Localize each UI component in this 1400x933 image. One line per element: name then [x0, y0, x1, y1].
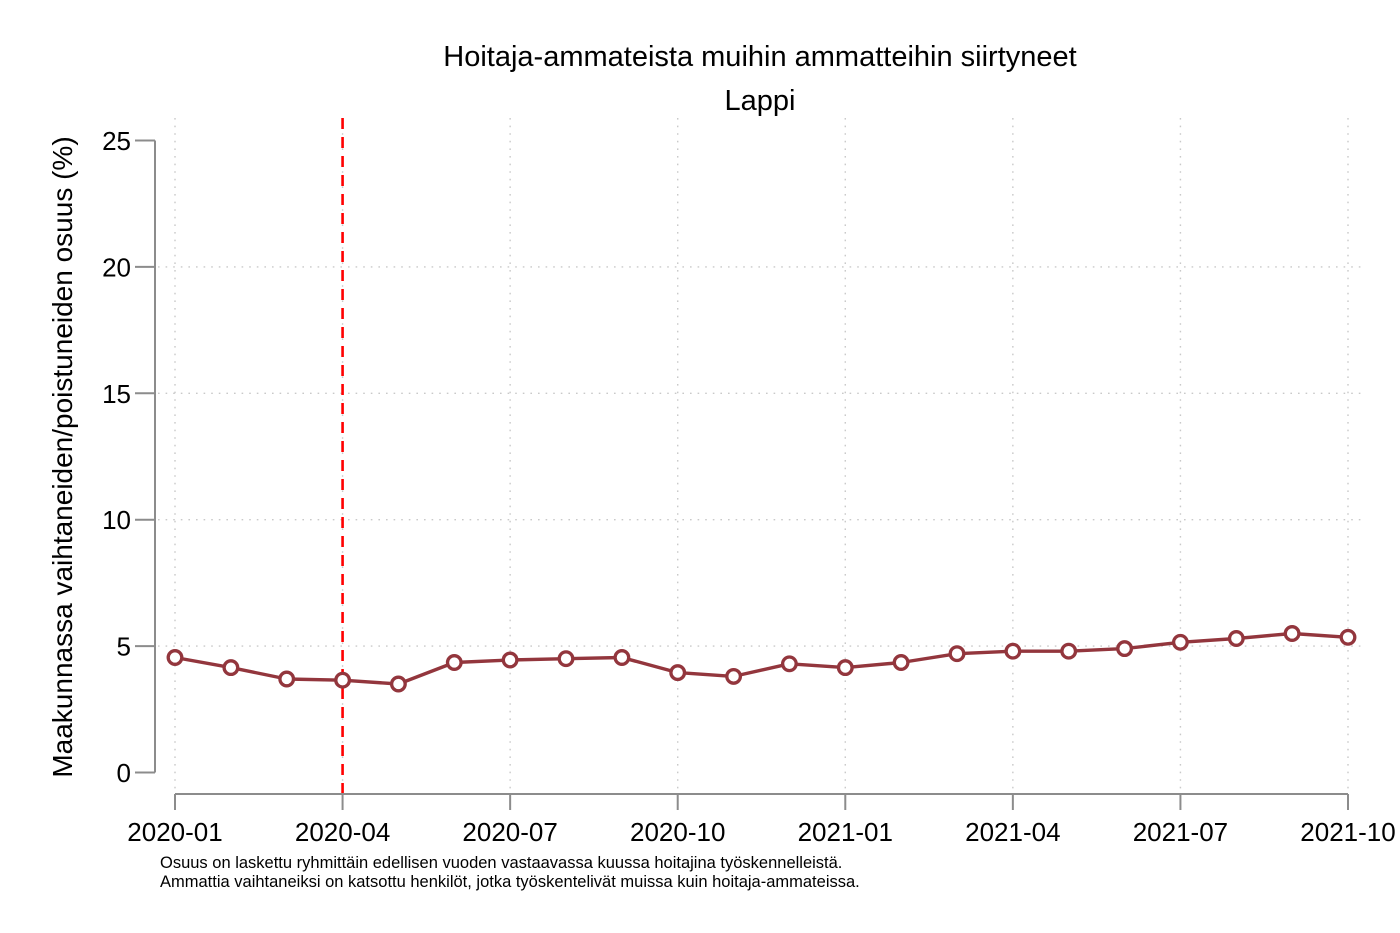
x-tick-label: 2020-01: [127, 817, 222, 847]
data-point-marker: [613, 649, 631, 666]
axes-layer: [135, 139, 1349, 810]
data-point-marker: [780, 655, 798, 673]
data-point-marker: [1283, 625, 1301, 642]
tick-labels-layer: 0 5 10 15 20 25 2020-01 2020-04 2020-07 2020-10 20…: [102, 126, 1396, 847]
y-tick-label: 25: [102, 126, 131, 156]
data-point-marker: [445, 654, 463, 671]
x-tick-label: 2020-07: [462, 817, 557, 847]
data-point-marker: [1060, 642, 1078, 660]
y-tick-label: 20: [102, 252, 131, 282]
y-tick-label: 15: [102, 379, 131, 409]
data-point-marker: [892, 654, 910, 671]
data-point-marker: [389, 675, 407, 693]
y-tick-label: 5: [117, 632, 131, 662]
data-point-marker: [669, 664, 687, 682]
x-tick-label: 2021-10: [1300, 817, 1395, 847]
data-point-marker: [1004, 642, 1022, 660]
footnote-line-2: Ammattia vaihtaneiksi on katsottu henkil…: [160, 873, 860, 891]
data-point-marker: [1227, 630, 1245, 647]
data-point-marker: [1116, 640, 1134, 658]
footnote-line-1: Osuus on laskettu ryhmittäin edellisen v…: [160, 854, 842, 872]
data-point-marker: [166, 649, 184, 666]
x-tick-label: 2020-10: [630, 817, 725, 847]
data-point-marker: [222, 659, 240, 677]
series-line-lappi: [173, 631, 1350, 686]
x-tick-label: 2020-04: [295, 817, 390, 847]
data-point-marker: [725, 667, 743, 685]
y-tick-label: 0: [117, 758, 131, 788]
data-point-marker: [1339, 628, 1357, 646]
chart-subtitle: Lappi: [725, 85, 796, 117]
x-tick-label: 2021-01: [798, 817, 893, 847]
y-axis-label: Maakunnassa vaihtaneiden/poistuneiden os…: [47, 136, 78, 777]
data-point-marker: [334, 671, 352, 689]
y-tick-label: 10: [102, 505, 131, 535]
data-point-marker: [1171, 633, 1189, 651]
data-point-marker: [278, 670, 296, 688]
x-tick-label: 2021-07: [1133, 817, 1228, 847]
data-point-marker: [501, 651, 519, 669]
gridlines-layer: [158, 118, 1366, 793]
series-layer: [166, 625, 1357, 693]
x-tick-label: 2021-04: [965, 817, 1060, 847]
data-point-marker: [948, 645, 966, 663]
chart-title: Hoitaja-ammateista muihin ammatteihin si…: [443, 41, 1076, 73]
data-point-marker: [557, 650, 575, 668]
data-point-marker: [836, 659, 854, 677]
